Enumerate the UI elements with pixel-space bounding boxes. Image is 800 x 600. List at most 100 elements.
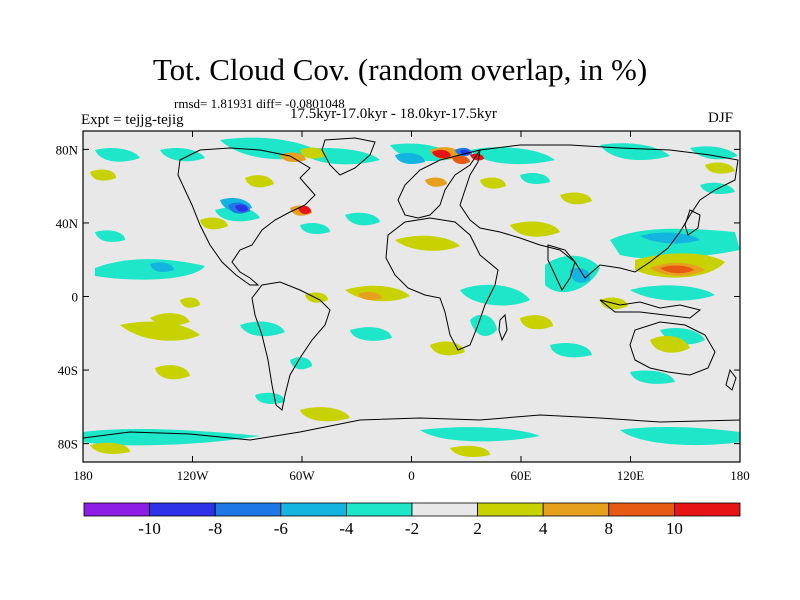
x-tick-label: 120W (177, 468, 210, 483)
colorbar-swatch (83, 502, 150, 517)
anomaly-patch (420, 427, 540, 442)
coastline-antarctica (83, 414, 740, 441)
anomaly-patch (150, 313, 190, 326)
anomaly-patch (630, 285, 715, 301)
coastline-europe (397, 149, 482, 219)
anomaly-patch (705, 162, 735, 174)
coastline-india (547, 244, 576, 292)
coastline-greenland (321, 137, 376, 176)
anomaly-patch (510, 221, 560, 237)
anomaly-patch (560, 192, 592, 205)
colorbar-swatch (280, 502, 347, 517)
colorbar-swatch (149, 502, 216, 517)
anomaly-patch (430, 341, 465, 356)
anomaly-patch (350, 327, 392, 341)
colorbar-label: 4 (539, 519, 548, 538)
colorbar-label: -8 (208, 519, 222, 538)
anomaly-patch (480, 177, 506, 189)
anomaly-patch (240, 321, 285, 337)
coastlines (83, 137, 740, 441)
anomaly-patch (470, 314, 497, 336)
anomaly-patch (245, 175, 274, 188)
anomaly-patch (155, 365, 190, 380)
colorbar-swatch (345, 502, 413, 517)
y-tick-label: 40N (56, 216, 79, 231)
anomaly-patch (460, 150, 470, 155)
colorbar-label: 10 (666, 519, 683, 538)
coastline-new-zealand (725, 368, 737, 391)
anomaly-patch (235, 204, 248, 212)
colorbar-swatch (214, 502, 282, 517)
coastline-north-america (177, 147, 316, 286)
anomaly-patch (570, 268, 591, 283)
anomaly-patch (345, 212, 380, 226)
anomaly-patch (470, 153, 484, 161)
y-tick-label: 0 (72, 290, 79, 305)
experiment-label: Expt = tejjg-tejig (81, 112, 184, 128)
anomaly-patch (520, 315, 553, 330)
anomaly-patch (425, 177, 447, 187)
anomaly-patch (650, 335, 690, 353)
coastline-asia (459, 144, 739, 279)
anomaly-patch (460, 284, 530, 306)
period-label: 17.5kyr-17.0kyr - 18.0kyr-17.5kyr (290, 106, 497, 122)
anomaly-patch (630, 370, 675, 384)
colorbar-swatch (477, 502, 544, 517)
anomaly-patch (358, 291, 382, 301)
colorbar-label: 8 (605, 519, 614, 538)
anomaly-patch (550, 343, 592, 358)
x-tick-label: 120E (617, 468, 645, 483)
anomaly-patch (255, 392, 285, 404)
coastline-madagascar (498, 313, 508, 342)
x-tick-label: 180 (73, 468, 93, 483)
x-tick-label: 60W (289, 468, 315, 483)
colorbar-label: 2 (473, 519, 482, 538)
colorbar: -10 -8 -6 -4 -2 2 4 8 10 (83, 502, 741, 538)
map-title: Tot. Cloud Cov. (random overlap, in %) (152, 52, 648, 87)
colorbar-swatch (608, 502, 675, 517)
anomaly-patch (450, 445, 490, 457)
anomaly-patches (83, 137, 740, 457)
anomaly-patch (470, 147, 555, 165)
anomaly-patch (395, 152, 425, 164)
colorbar-label: -10 (138, 519, 161, 538)
anomaly-patch (298, 205, 311, 215)
stats-label: rmsd= 1.81931 diff= -0.0801048 (174, 96, 345, 111)
anomaly-patch (160, 147, 205, 162)
x-tick-label: 0 (408, 468, 415, 483)
anomaly-patch (300, 147, 326, 159)
season-label: DJF (708, 110, 734, 126)
anomaly-patch (452, 155, 470, 165)
axis-ticks: 180 120W 60W 0 60E 120E 180 80N 40N 0 40S 80S (56, 131, 750, 483)
anomaly-patch (95, 230, 125, 242)
anomaly-patch (432, 149, 451, 159)
colorbar-label: -4 (339, 519, 354, 538)
anomaly-patch (83, 429, 260, 446)
anomaly-patch (640, 232, 700, 244)
y-tick-label: 80N (56, 142, 79, 157)
anomaly-patch (200, 217, 228, 230)
coastline-japan (684, 209, 701, 236)
colorbar-label: -2 (405, 519, 419, 538)
map-background (83, 131, 740, 462)
anomaly-patch (120, 321, 200, 341)
anomaly-patch (620, 426, 740, 446)
coastline-australia (629, 321, 716, 376)
anomaly-patch (95, 147, 140, 162)
x-tick-label: 180 (730, 468, 750, 483)
anomaly-patch (90, 442, 130, 454)
anomaly-patch (660, 265, 694, 274)
anomaly-patch (395, 235, 460, 251)
coastline-indonesia (599, 299, 702, 319)
colorbar-swatch (674, 502, 741, 517)
coastline-africa (385, 217, 499, 351)
anomaly-patch (520, 172, 550, 184)
colorbar-swatch (411, 502, 478, 517)
anomaly-patch (300, 407, 350, 422)
y-tick-label: 40S (58, 363, 78, 378)
y-tick-label: 80S (58, 437, 78, 452)
colorbar-label: -6 (274, 519, 288, 538)
anomaly-patch (300, 222, 330, 234)
anomaly-patch (90, 169, 116, 181)
